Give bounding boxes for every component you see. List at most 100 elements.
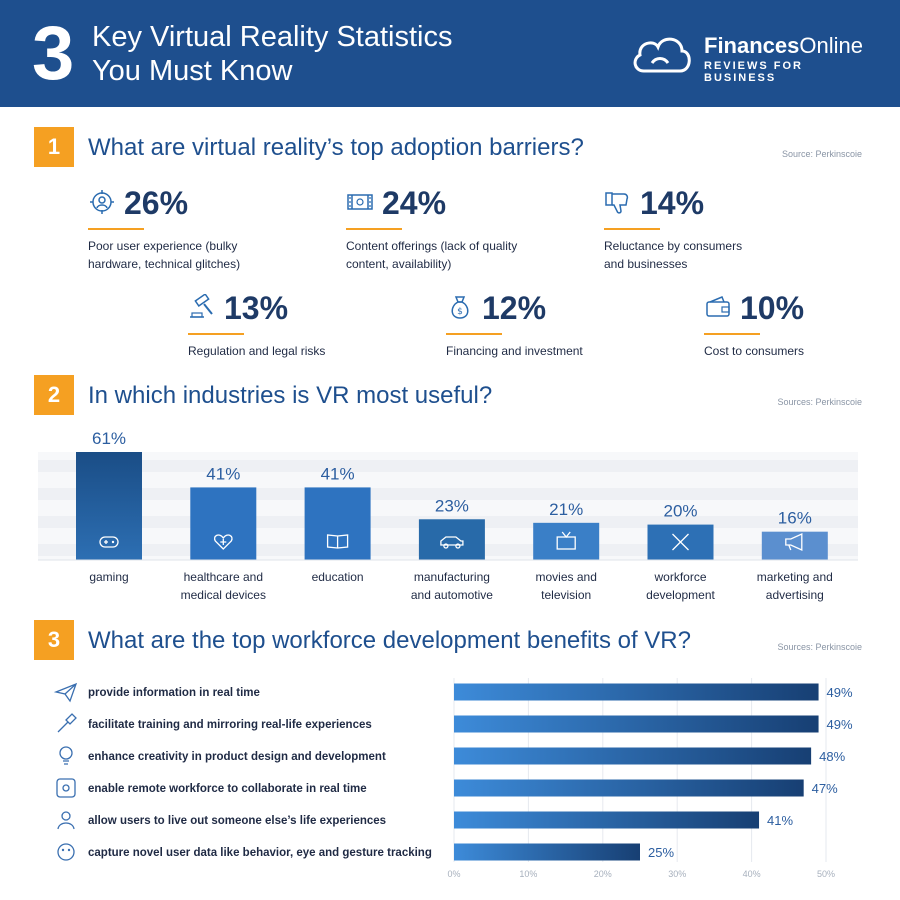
bar	[454, 747, 812, 765]
lightbulb-icon	[59, 746, 73, 765]
user-head	[61, 811, 71, 821]
svg-text:$: $	[457, 307, 463, 317]
book-shape	[326, 534, 349, 549]
stat-desc-line: Cost to consumers	[704, 344, 805, 358]
face-eye	[61, 848, 65, 852]
page-title: Key Virtual Reality Statistics You Must …	[92, 20, 453, 88]
bar	[76, 452, 142, 560]
stat-underline	[604, 228, 660, 230]
thumbs-down-icon	[605, 192, 629, 214]
stat-desc-line: and businesses	[604, 257, 688, 271]
bar	[454, 811, 760, 829]
bar	[454, 715, 819, 733]
stat-description: Poor user experience (bulky hardware, tec…	[88, 237, 308, 273]
stat-description: Reluctance by consumers and businesses	[604, 237, 824, 273]
bulb-base	[63, 760, 69, 765]
bar-value-label: 16%	[778, 509, 812, 528]
section-3-title: What are the top workforce development b…	[88, 627, 691, 654]
car-icon	[440, 536, 464, 549]
grid-band	[38, 460, 858, 472]
x-tick-label: 50%	[817, 869, 835, 879]
industries-bar-chart: 61% gaming 41% healthcare and medical device…	[38, 429, 858, 602]
stat-value: 10%	[740, 290, 805, 326]
stat-desc-line: content, availability)	[346, 257, 452, 271]
title-line-2: You Must Know	[92, 55, 293, 87]
face-eye	[67, 848, 71, 852]
stat-underline	[88, 228, 144, 230]
collaboration-icon	[56, 778, 76, 798]
stat-description: Content offerings (lack of quality conten…	[346, 237, 566, 273]
cross	[220, 539, 227, 545]
gamepad-button	[111, 540, 115, 544]
bar-value-label: 49%	[827, 685, 853, 700]
tools-cross	[672, 533, 689, 551]
stat-description: Financing and investment	[446, 342, 666, 360]
stat-underline	[346, 228, 402, 230]
stat-desc-line: Content offerings (lack of quality	[346, 239, 518, 253]
user-body	[57, 822, 75, 830]
bar	[190, 487, 257, 560]
gamepad-icon	[99, 536, 119, 548]
stat-description: Cost to consumers	[704, 342, 900, 360]
bar-value-label: 61%	[92, 429, 126, 448]
tools-icon	[672, 533, 689, 551]
category-label: movies and	[536, 570, 597, 584]
megaphone-shape	[785, 532, 803, 552]
benefit-label: enable remote workforce to collaborate i…	[88, 783, 367, 795]
header-banner: 3 Key Virtual Reality Statistics You Mus…	[0, 0, 900, 107]
tv-icon	[556, 531, 576, 550]
stat-desc-line: Reluctance by consumers	[604, 239, 743, 253]
bar-value-label: 20%	[663, 502, 697, 521]
stat-value: 24%	[382, 185, 447, 221]
bar-value-label: 48%	[819, 749, 845, 764]
bar-value-label: 41%	[321, 464, 355, 483]
section-1-source: Source: Perkinscoie	[781, 149, 862, 159]
brand-name-rest: Online	[799, 33, 863, 58]
bar-value-label: 41%	[206, 464, 240, 483]
heart-shape	[213, 534, 233, 550]
x-tick-label: 0%	[447, 869, 460, 879]
section-2-source: Sources: Perkinscoie	[777, 397, 862, 407]
x-tick-label: 10%	[519, 869, 537, 879]
collab-frame	[56, 778, 76, 798]
bar	[454, 843, 640, 861]
cloud-logo-icon	[633, 37, 691, 73]
category-label: education	[312, 570, 364, 584]
category-label: and automotive	[411, 588, 493, 602]
stat-value: 13%	[224, 290, 289, 326]
face-outline	[57, 843, 75, 861]
heart-medical-icon	[213, 534, 233, 550]
brand-name-bold: Finances	[704, 33, 800, 58]
stat-desc-line: Financing and investment	[446, 344, 583, 358]
section-3-source: Sources: Perkinscoie	[777, 642, 862, 652]
bar-value-label: 21%	[549, 500, 583, 519]
bar-value-label: 25%	[648, 845, 674, 860]
gavel-icon	[190, 294, 213, 318]
money-bag-icon: $	[451, 296, 469, 319]
section-2-title: In which industries is VR most useful?	[88, 382, 493, 409]
section-2-badge: 2	[34, 375, 74, 415]
book-icon	[326, 534, 349, 549]
workforce-benefits-chart: 0% 10% 20% 30% 40% 50% 49% provide information …	[53, 678, 853, 879]
bar-value-label: 41%	[767, 813, 793, 828]
bulb	[59, 746, 73, 760]
wrench-shape	[57, 713, 77, 733]
stat-underline	[704, 333, 760, 335]
bar	[533, 522, 600, 560]
benefit-label: provide information in real time	[88, 687, 260, 699]
paper-plane-icon	[53, 682, 78, 703]
category-label: medical devices	[181, 588, 266, 602]
wheel	[455, 543, 461, 549]
bar	[418, 519, 485, 560]
stat-value: 12%	[482, 290, 547, 326]
benefit-label: allow users to live out someone else’s l…	[88, 815, 386, 827]
collab-center	[62, 784, 70, 792]
gamepad-dpad	[104, 540, 108, 544]
benefit-label: capture novel user data like behavior, e…	[88, 847, 432, 859]
stat-desc-line: Poor user experience (bulky	[88, 239, 238, 253]
training-icon	[57, 713, 77, 733]
face-tracking-icon	[57, 843, 75, 861]
wallet-icon	[706, 296, 730, 317]
benefit-label: enhance creativity in product design and…	[88, 751, 386, 763]
tv-antenna	[561, 531, 571, 539]
